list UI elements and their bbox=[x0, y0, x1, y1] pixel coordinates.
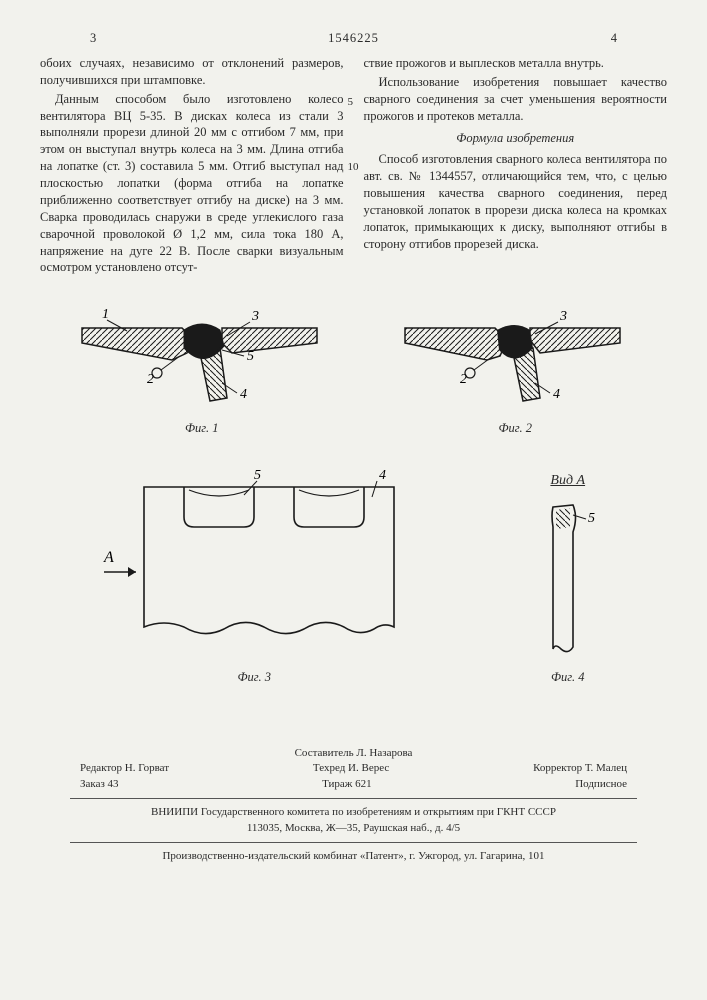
fig4-title: Вид А bbox=[523, 472, 613, 491]
fig1-svg: 1 2 3 4 5 bbox=[72, 298, 332, 418]
right-para-3: Способ изготовления сварного колеса вент… bbox=[364, 151, 668, 252]
patent-number: 1546225 bbox=[328, 30, 379, 47]
formula-title: Формула изобретения bbox=[364, 130, 668, 147]
right-para-1: ствие прожогов и выплесков металла внутр… bbox=[364, 55, 668, 72]
fig2-label: Фиг. 2 bbox=[395, 420, 635, 437]
colophon-line1: ВНИИПИ Государственного комитета по изоб… bbox=[40, 805, 667, 820]
colophon-line3: Производственно-издательский комбинат «П… bbox=[40, 849, 667, 864]
fig1-callout-2: 2 bbox=[147, 372, 154, 387]
figure-2: 2 3 4 Фиг. 2 bbox=[395, 298, 635, 437]
figure-4: Вид А 5 Фиг. 4 bbox=[523, 472, 613, 686]
fig3-view-A: A bbox=[103, 549, 114, 566]
fig3-callout-4: 4 bbox=[379, 468, 386, 483]
colophon-divider-1 bbox=[70, 798, 637, 799]
fig1-label: Фиг. 1 bbox=[72, 420, 332, 437]
fig2-callout-2: 2 bbox=[460, 372, 467, 387]
fig3-svg: A 5 4 bbox=[94, 467, 414, 667]
colophon-editor: Редактор Н. Горват bbox=[80, 761, 169, 776]
figure-row-1: 1 2 3 4 5 Фиг. 1 bbox=[40, 298, 667, 437]
fig4-label: Фиг. 4 bbox=[523, 669, 613, 686]
colophon-tech: Техред И. Верес bbox=[313, 761, 389, 776]
fig1-callout-3: 3 bbox=[251, 309, 259, 324]
line-marker-10: 10 bbox=[348, 160, 359, 175]
colophon-order: Заказ 43 Тираж 621 Подписное bbox=[40, 777, 667, 792]
figure-row-2: A 5 4 Фиг. 3 Вид А 5 Фиг. 4 bbox=[40, 467, 667, 686]
fig4-svg: 5 bbox=[523, 497, 613, 667]
fig4-callout-5: 5 bbox=[588, 511, 595, 526]
colophon: Составитель Л. Назарова Редактор Н. Горв… bbox=[40, 746, 667, 864]
left-para-2: Данным способом было изготовлено колесо … bbox=[40, 91, 344, 277]
fig1-callout-1: 1 bbox=[102, 307, 109, 322]
colophon-line2: 113035, Москва, Ж—35, Раушская наб., д. … bbox=[40, 821, 667, 836]
left-column: обоих случаях, независимо от отклонений … bbox=[40, 55, 344, 278]
right-para-2: Использование изобретения повышает качес… bbox=[364, 74, 668, 125]
colophon-order-no: Заказ 43 bbox=[80, 777, 119, 792]
fig2-callout-4: 4 bbox=[553, 387, 560, 402]
colophon-subscription: Подписное bbox=[575, 777, 627, 792]
colophon-corrector: Корректор Т. Малец bbox=[533, 761, 627, 776]
figure-3: A 5 4 Фиг. 3 bbox=[94, 467, 414, 686]
page-header: 3 1546225 4 bbox=[40, 30, 667, 47]
fig3-callout-5: 5 bbox=[254, 468, 261, 483]
page-number-left: 3 bbox=[90, 30, 96, 47]
page-number-right: 4 bbox=[611, 30, 617, 47]
line-marker-5: 5 bbox=[348, 95, 354, 110]
figures-block: 1 2 3 4 5 Фиг. 1 bbox=[40, 298, 667, 686]
figure-1: 1 2 3 4 5 Фиг. 1 bbox=[72, 298, 332, 437]
fig2-callout-3: 3 bbox=[559, 309, 567, 324]
left-para-1: обоих случаях, независимо от отклонений … bbox=[40, 55, 344, 89]
colophon-divider-2 bbox=[70, 842, 637, 843]
fig1-callout-5: 5 bbox=[247, 349, 254, 364]
right-column: ствие прожогов и выплесков металла внутр… bbox=[364, 55, 668, 278]
colophon-compiler: Составитель Л. Назарова bbox=[40, 746, 667, 761]
fig3-label: Фиг. 3 bbox=[94, 669, 414, 686]
fig1-callout-4: 4 bbox=[240, 387, 247, 402]
fig2-svg: 2 3 4 bbox=[395, 298, 635, 418]
colophon-roles: Редактор Н. Горват Техред И. Верес Корре… bbox=[40, 761, 667, 776]
colophon-print-run: Тираж 621 bbox=[322, 777, 372, 792]
text-body: 5 10 обоих случаях, независимо от отклон… bbox=[40, 55, 667, 278]
